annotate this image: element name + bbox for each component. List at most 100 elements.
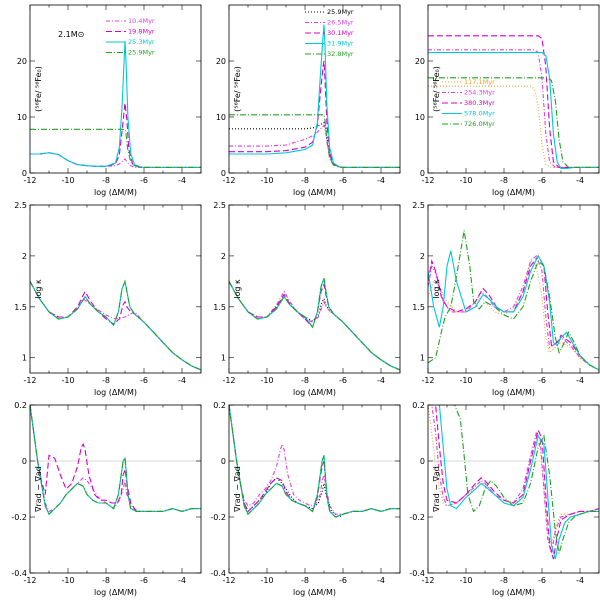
y-tick-label: -0.4 bbox=[210, 569, 226, 578]
panel-row3-col1: -12 -10 -8 -6 -4 -0.4 -0.2 0 0.2 log (ΔM/M) ∇rad −… bbox=[11, 401, 202, 597]
x-tick-label: -6 bbox=[140, 576, 148, 585]
x-tick-label: -8 bbox=[301, 176, 309, 185]
x-tick-label: -8 bbox=[102, 376, 110, 385]
legend: 25.9Myr 26.5Myr 30.1Myr 31.9Myr 32.8Myr bbox=[305, 8, 354, 58]
legend-label: 380.3Myr bbox=[464, 99, 495, 107]
legend: 10.4Myr 19.8Myr 25.3Myr 25.9Myr bbox=[106, 17, 155, 57]
y-tick-label: -0.2 bbox=[11, 513, 27, 522]
x-axis-label: log (ΔM/M) bbox=[293, 388, 336, 397]
x-axis-label: log (ΔM/M) bbox=[492, 188, 535, 197]
series-line-32.8Myr bbox=[229, 114, 400, 168]
series-line-10.4Myr bbox=[30, 405, 201, 513]
y-tick-label: 0.2 bbox=[213, 401, 226, 410]
mass-annotation: 2.1M⊙ bbox=[58, 30, 84, 39]
series-line-26.5Myr bbox=[229, 405, 400, 515]
legend-label: 31.9Myr bbox=[327, 40, 354, 48]
y-axis-label: ∇rad − ∇ad bbox=[34, 466, 43, 513]
axes-frame bbox=[228, 204, 401, 374]
series-line-25.3Myr bbox=[30, 41, 201, 168]
y-tick-label: 2.5 bbox=[14, 201, 27, 210]
series-line-578.0Myr bbox=[428, 405, 599, 560]
y-tick-label: 20 bbox=[216, 57, 226, 66]
series-line-117.1Myr bbox=[428, 259, 599, 371]
x-tick-label: -8 bbox=[102, 576, 110, 585]
x-tick-label: -4 bbox=[377, 376, 385, 385]
y-axis-label: ∇rad − ∇ad bbox=[233, 466, 242, 513]
x-tick-label: -6 bbox=[339, 576, 347, 585]
y-tick-label: -0.2 bbox=[409, 513, 425, 522]
x-tick-label: -4 bbox=[576, 576, 584, 585]
axes-frame bbox=[29, 404, 202, 574]
panel-row1-col2: -12 -10 -8 -6 -4 0 10 20 log (ΔM/M) (⁵⁶Fe/ ⁵⁶Fe₀)… bbox=[216, 4, 401, 197]
y-tick-label: 1 bbox=[221, 354, 226, 363]
y-tick-label: 2 bbox=[221, 252, 226, 261]
series-line-26.5Myr bbox=[229, 124, 400, 168]
x-tick-label: -4 bbox=[576, 376, 584, 385]
x-tick-label: -10 bbox=[61, 176, 74, 185]
series-line-19.8Myr bbox=[30, 405, 201, 512]
x-axis-label: log (ΔM/M) bbox=[94, 588, 137, 597]
series-line-578.0Myr bbox=[428, 52, 599, 170]
x-tick-label: -12 bbox=[23, 176, 36, 185]
x-tick-label: -10 bbox=[260, 176, 273, 185]
x-tick-label: -6 bbox=[538, 176, 546, 185]
y-tick-label: 0 bbox=[22, 457, 27, 466]
series-line-25.9Myr bbox=[229, 281, 400, 371]
axes-frame bbox=[228, 4, 401, 174]
series-line-25.9Myr bbox=[30, 279, 201, 371]
series-line-117.1Myr bbox=[428, 405, 599, 548]
y-axis-label: (⁵⁶Fe/ ⁵⁶Fe₀) bbox=[34, 66, 43, 112]
legend-label: 578.0Myr bbox=[464, 110, 495, 118]
x-axis-label: log (ΔM/M) bbox=[492, 588, 535, 597]
y-tick-label: 2 bbox=[22, 252, 27, 261]
x-tick-label: -8 bbox=[301, 376, 309, 385]
panel-row1-col1: -12 -10 -8 -6 -4 0 10 20 log (ΔM/M) (⁵⁶Fe/ ⁵⁶Fe₀)… bbox=[17, 4, 202, 197]
panel-row2-col1: -12 -10 -8 -6 -4 1 1.5 2 2.5 log (ΔM/M) log κ bbox=[14, 201, 202, 397]
legend-label: 25.3Myr bbox=[128, 38, 155, 46]
y-tick-label: 0 bbox=[221, 457, 226, 466]
x-tick-label: -12 bbox=[222, 576, 235, 585]
y-tick-label: 0 bbox=[420, 457, 425, 466]
x-tick-label: -4 bbox=[377, 576, 385, 585]
y-axis-label: log κ bbox=[34, 279, 43, 299]
series-line-10.4Myr bbox=[30, 152, 201, 168]
axes-frame bbox=[427, 204, 600, 374]
x-tick-label: -6 bbox=[538, 376, 546, 385]
series-line-25.9Myr bbox=[30, 405, 201, 516]
series-line-726.0Myr bbox=[428, 230, 599, 371]
y-axis-label: log κ bbox=[432, 279, 441, 299]
y-tick-label: 20 bbox=[17, 57, 27, 66]
panel-row3-col2: -12 -10 -8 -6 -4 -0.4 -0.2 0 0.2 log (ΔM/M) ∇rad −… bbox=[210, 401, 401, 597]
series-line-254.3Myr bbox=[428, 405, 599, 554]
series-line-254.3Myr bbox=[428, 49, 599, 168]
series-line-380.3Myr bbox=[428, 405, 599, 560]
y-axis-label: ∇rad − ∇ad bbox=[432, 466, 441, 513]
y-tick-label: 10 bbox=[216, 113, 226, 122]
series-line-117.1Myr bbox=[428, 85, 599, 168]
x-tick-label: -12 bbox=[23, 376, 36, 385]
series-line-26.5Myr bbox=[229, 281, 400, 371]
x-tick-label: -4 bbox=[377, 176, 385, 185]
series-line-30.1Myr bbox=[229, 60, 400, 168]
x-tick-label: -12 bbox=[421, 576, 434, 585]
y-tick-label: 0 bbox=[420, 169, 425, 178]
x-tick-label: -10 bbox=[61, 576, 74, 585]
panel-row2-col3: -12 -10 -8 -6 -4 1 1.5 2 2.5 log (ΔM/M) log κ bbox=[412, 201, 600, 397]
series-line-31.9Myr bbox=[229, 24, 400, 168]
x-tick-label: -6 bbox=[538, 576, 546, 585]
x-tick-label: -6 bbox=[339, 176, 347, 185]
x-tick-label: -10 bbox=[459, 176, 472, 185]
x-tick-label: -8 bbox=[500, 176, 508, 185]
axes-frame bbox=[228, 404, 401, 574]
series-line-30.1Myr bbox=[229, 281, 400, 371]
legend-label: 19.8Myr bbox=[128, 28, 155, 36]
legend: 117.1Myr 254.3Myr 380.3Myr 578.0Myr 726.0Myr bbox=[442, 78, 495, 128]
series-line-25.3Myr bbox=[30, 279, 201, 371]
x-tick-label: -10 bbox=[260, 376, 273, 385]
x-tick-label: -10 bbox=[61, 376, 74, 385]
x-tick-label: -12 bbox=[222, 376, 235, 385]
series-line-19.8Myr bbox=[30, 281, 201, 371]
legend-label: 117.1Myr bbox=[464, 78, 495, 86]
x-axis-label: log (ΔM/M) bbox=[293, 188, 336, 197]
